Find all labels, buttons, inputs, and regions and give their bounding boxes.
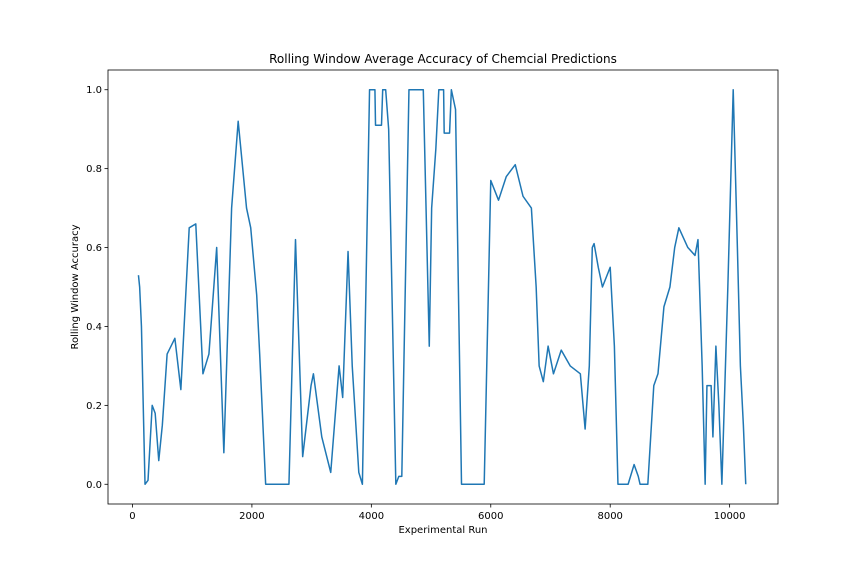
y-tick-label: 0.0 — [86, 480, 102, 491]
y-axis-label: Rolling Window Accuracy — [70, 224, 81, 349]
x-tick-label: 10000 — [714, 511, 746, 522]
x-tick-label: 0 — [129, 511, 135, 522]
plot-frame — [107, 69, 779, 505]
x-tick-label: 4000 — [359, 511, 384, 522]
y-tick-label: 0.6 — [86, 243, 102, 254]
y-tick-label: 1.0 — [86, 85, 102, 96]
x-tick-label: 6000 — [478, 511, 503, 522]
y-tick-label: 0.4 — [86, 322, 102, 333]
x-tick-label: 8000 — [597, 511, 622, 522]
x-axis-label: Experimental Run — [398, 525, 487, 536]
y-tick-label: 0.2 — [86, 401, 102, 412]
data-line — [137, 88, 747, 486]
y-tick-label: 0.8 — [86, 164, 102, 175]
chart-title: Rolling Window Average Accuracy of Chemc… — [269, 52, 617, 66]
x-tick-label: 2000 — [239, 511, 264, 522]
